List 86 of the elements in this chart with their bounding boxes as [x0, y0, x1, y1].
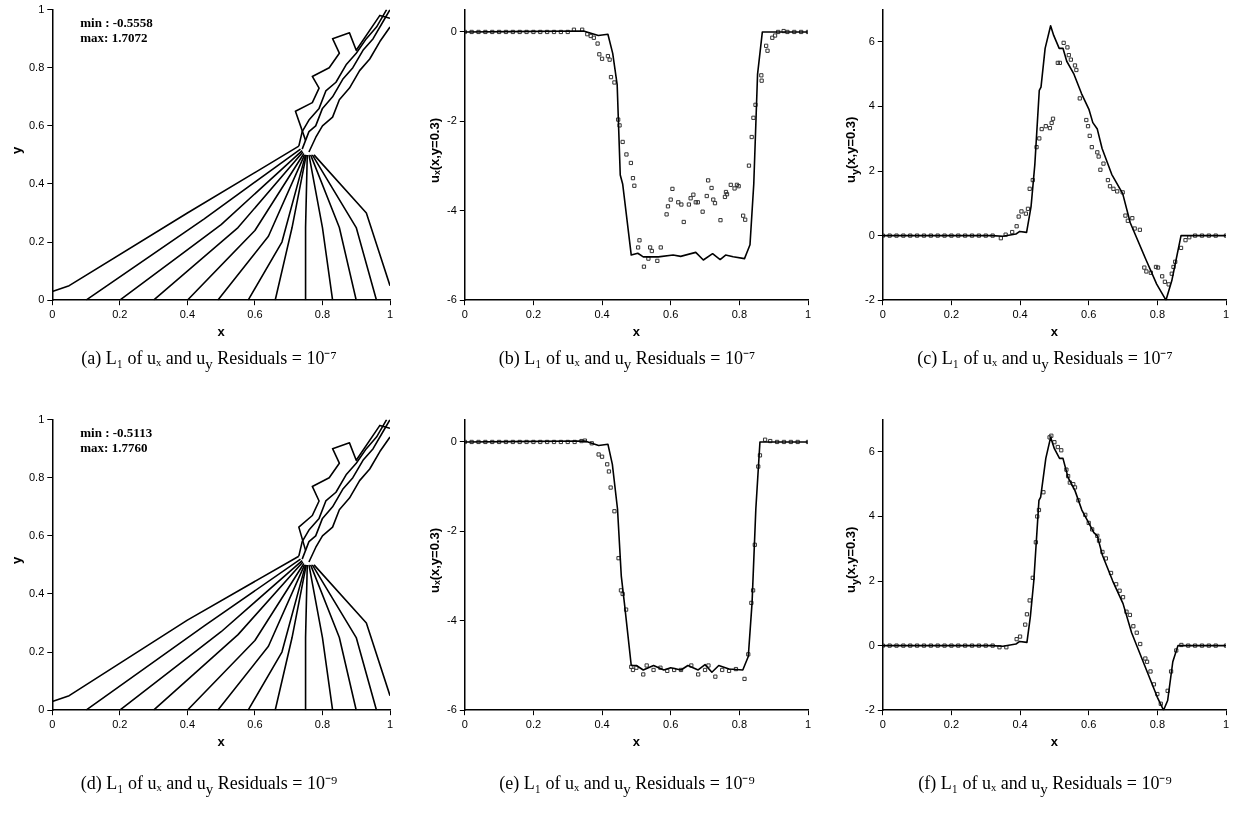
y-tick-label: 0	[868, 638, 875, 651]
y-tick-label: 0	[450, 434, 457, 447]
x-tick-label: 0.8	[731, 307, 747, 320]
y-tick-label: 0	[38, 703, 45, 716]
y-tick-label: 2	[868, 164, 875, 177]
y-tick-label: 6	[868, 444, 875, 457]
x-tick-label: 0.8	[1149, 717, 1165, 730]
text: (c) L₁ of uₓ and u$_{y}$ Residuals = 10⁻⁷	[916, 347, 1174, 373]
text: (f) L₁ of uₓ and u$_{y}$ Residuals = 10⁻⁹	[917, 772, 1173, 798]
x-tick-label: 0.8	[314, 717, 331, 730]
y-tick-label: 0	[38, 293, 45, 306]
x-axis-title: x	[217, 733, 226, 749]
x-tick-label: 1	[1222, 307, 1230, 320]
x-tick-label: 1	[804, 307, 812, 320]
x-tick-label: 0	[461, 307, 468, 320]
y-axis-title: y	[8, 146, 24, 154]
x-tick-label: 0.8	[314, 307, 331, 320]
y-tick-label: 0.6	[28, 118, 45, 131]
y-tick-label: 0.6	[28, 528, 45, 541]
x-axis-title: x	[1050, 733, 1059, 749]
y-tick-label: 0.8	[28, 60, 45, 73]
x-tick-label: 0.6	[663, 717, 679, 730]
annotation: min : -0.5113	[80, 425, 153, 441]
x-tick-label: 1	[386, 307, 394, 320]
annotation: max: 1.7072	[80, 30, 148, 46]
x-tick-label: 0	[49, 307, 56, 320]
x-tick-label: 0.2	[943, 717, 960, 730]
x-tick-label: 0.8	[1149, 307, 1165, 320]
x-tick-label: 0.6	[247, 717, 263, 730]
x-axis-title: x	[632, 733, 641, 749]
x-tick-label: 0	[879, 307, 886, 320]
y-tick-label: -6	[447, 293, 457, 306]
x-tick-label: 0.6	[247, 307, 263, 320]
y-tick-label: -2	[447, 524, 457, 537]
y-tick-label: -6	[447, 703, 457, 716]
x-tick-label: 0.6	[1081, 307, 1097, 320]
x-axis-title: x	[217, 323, 226, 339]
y-tick-label: 4	[868, 99, 875, 112]
text: (e) L₁ of uₓ and u$_{y}$ Residuals = 10⁻⁹	[498, 772, 756, 798]
x-tick-label: 0.4	[594, 307, 610, 320]
x-tick-label: 0.6	[1081, 717, 1097, 730]
y-tick-label: 2	[868, 574, 875, 587]
y-tick-label: 0	[450, 24, 457, 37]
text: (b) L₁ of uₓ and u$_{y}$ Residuals = 10⁻⁷	[497, 347, 757, 373]
x-tick-label: 0.2	[112, 307, 128, 320]
x-tick-label: 0.4	[1012, 307, 1028, 320]
text: (a) L₁ of uₓ and u$_{y}$ Residuals = 10⁻⁷	[80, 347, 338, 373]
y-axis-title: uₓ(x,y=0.3)	[426, 117, 442, 183]
y-tick-label: 1	[38, 2, 45, 15]
y-tick-label: 6	[868, 34, 875, 47]
y-tick-label: 1	[38, 412, 45, 425]
x-tick-label: 1	[1222, 717, 1230, 730]
x-tick-label: 0.4	[179, 307, 196, 320]
x-tick-label: 0.4	[594, 717, 610, 730]
y-tick-label: 0.2	[28, 235, 45, 248]
y-axis-title: uₓ(x,y=0.3)	[426, 527, 442, 593]
y-tick-label: -2	[865, 703, 875, 716]
x-tick-label: 0.4	[179, 717, 196, 730]
x-tick-label: 1	[804, 717, 812, 730]
x-tick-label: 0	[879, 717, 886, 730]
text: (d) L₁ of uₓ and u$_{y}$ Residuals = 10⁻⁹	[79, 772, 339, 798]
y-tick-label: -2	[447, 114, 457, 127]
x-axis-title: x	[1050, 323, 1059, 339]
y-tick-label: 4	[868, 509, 875, 522]
y-tick-label: -4	[447, 203, 457, 216]
annotation: min : -0.5558	[80, 15, 154, 31]
y-tick-label: 0.2	[28, 645, 45, 658]
x-tick-label: 1	[386, 717, 394, 730]
x-axis-title: x	[632, 323, 641, 339]
y-axis-title: y	[8, 556, 24, 564]
y-tick-label: -2	[865, 293, 875, 306]
x-tick-label: 0	[461, 717, 468, 730]
x-tick-label: 0.2	[525, 717, 542, 730]
y-tick-label: 0.4	[28, 586, 45, 599]
x-tick-label: 0.8	[731, 717, 747, 730]
y-tick-label: 0.4	[28, 176, 45, 189]
y-tick-label: 0.8	[28, 470, 45, 483]
annotation: max: 1.7760	[80, 440, 148, 456]
x-tick-label: 0.2	[112, 717, 128, 730]
y-tick-label: -4	[447, 613, 457, 626]
x-tick-label: 0.4	[1012, 717, 1028, 730]
y-tick-label: 0	[868, 228, 875, 241]
x-tick-label: 0.2	[943, 307, 960, 320]
x-tick-label: 0.2	[525, 307, 542, 320]
x-tick-label: 0	[49, 717, 56, 730]
x-tick-label: 0.6	[663, 307, 679, 320]
